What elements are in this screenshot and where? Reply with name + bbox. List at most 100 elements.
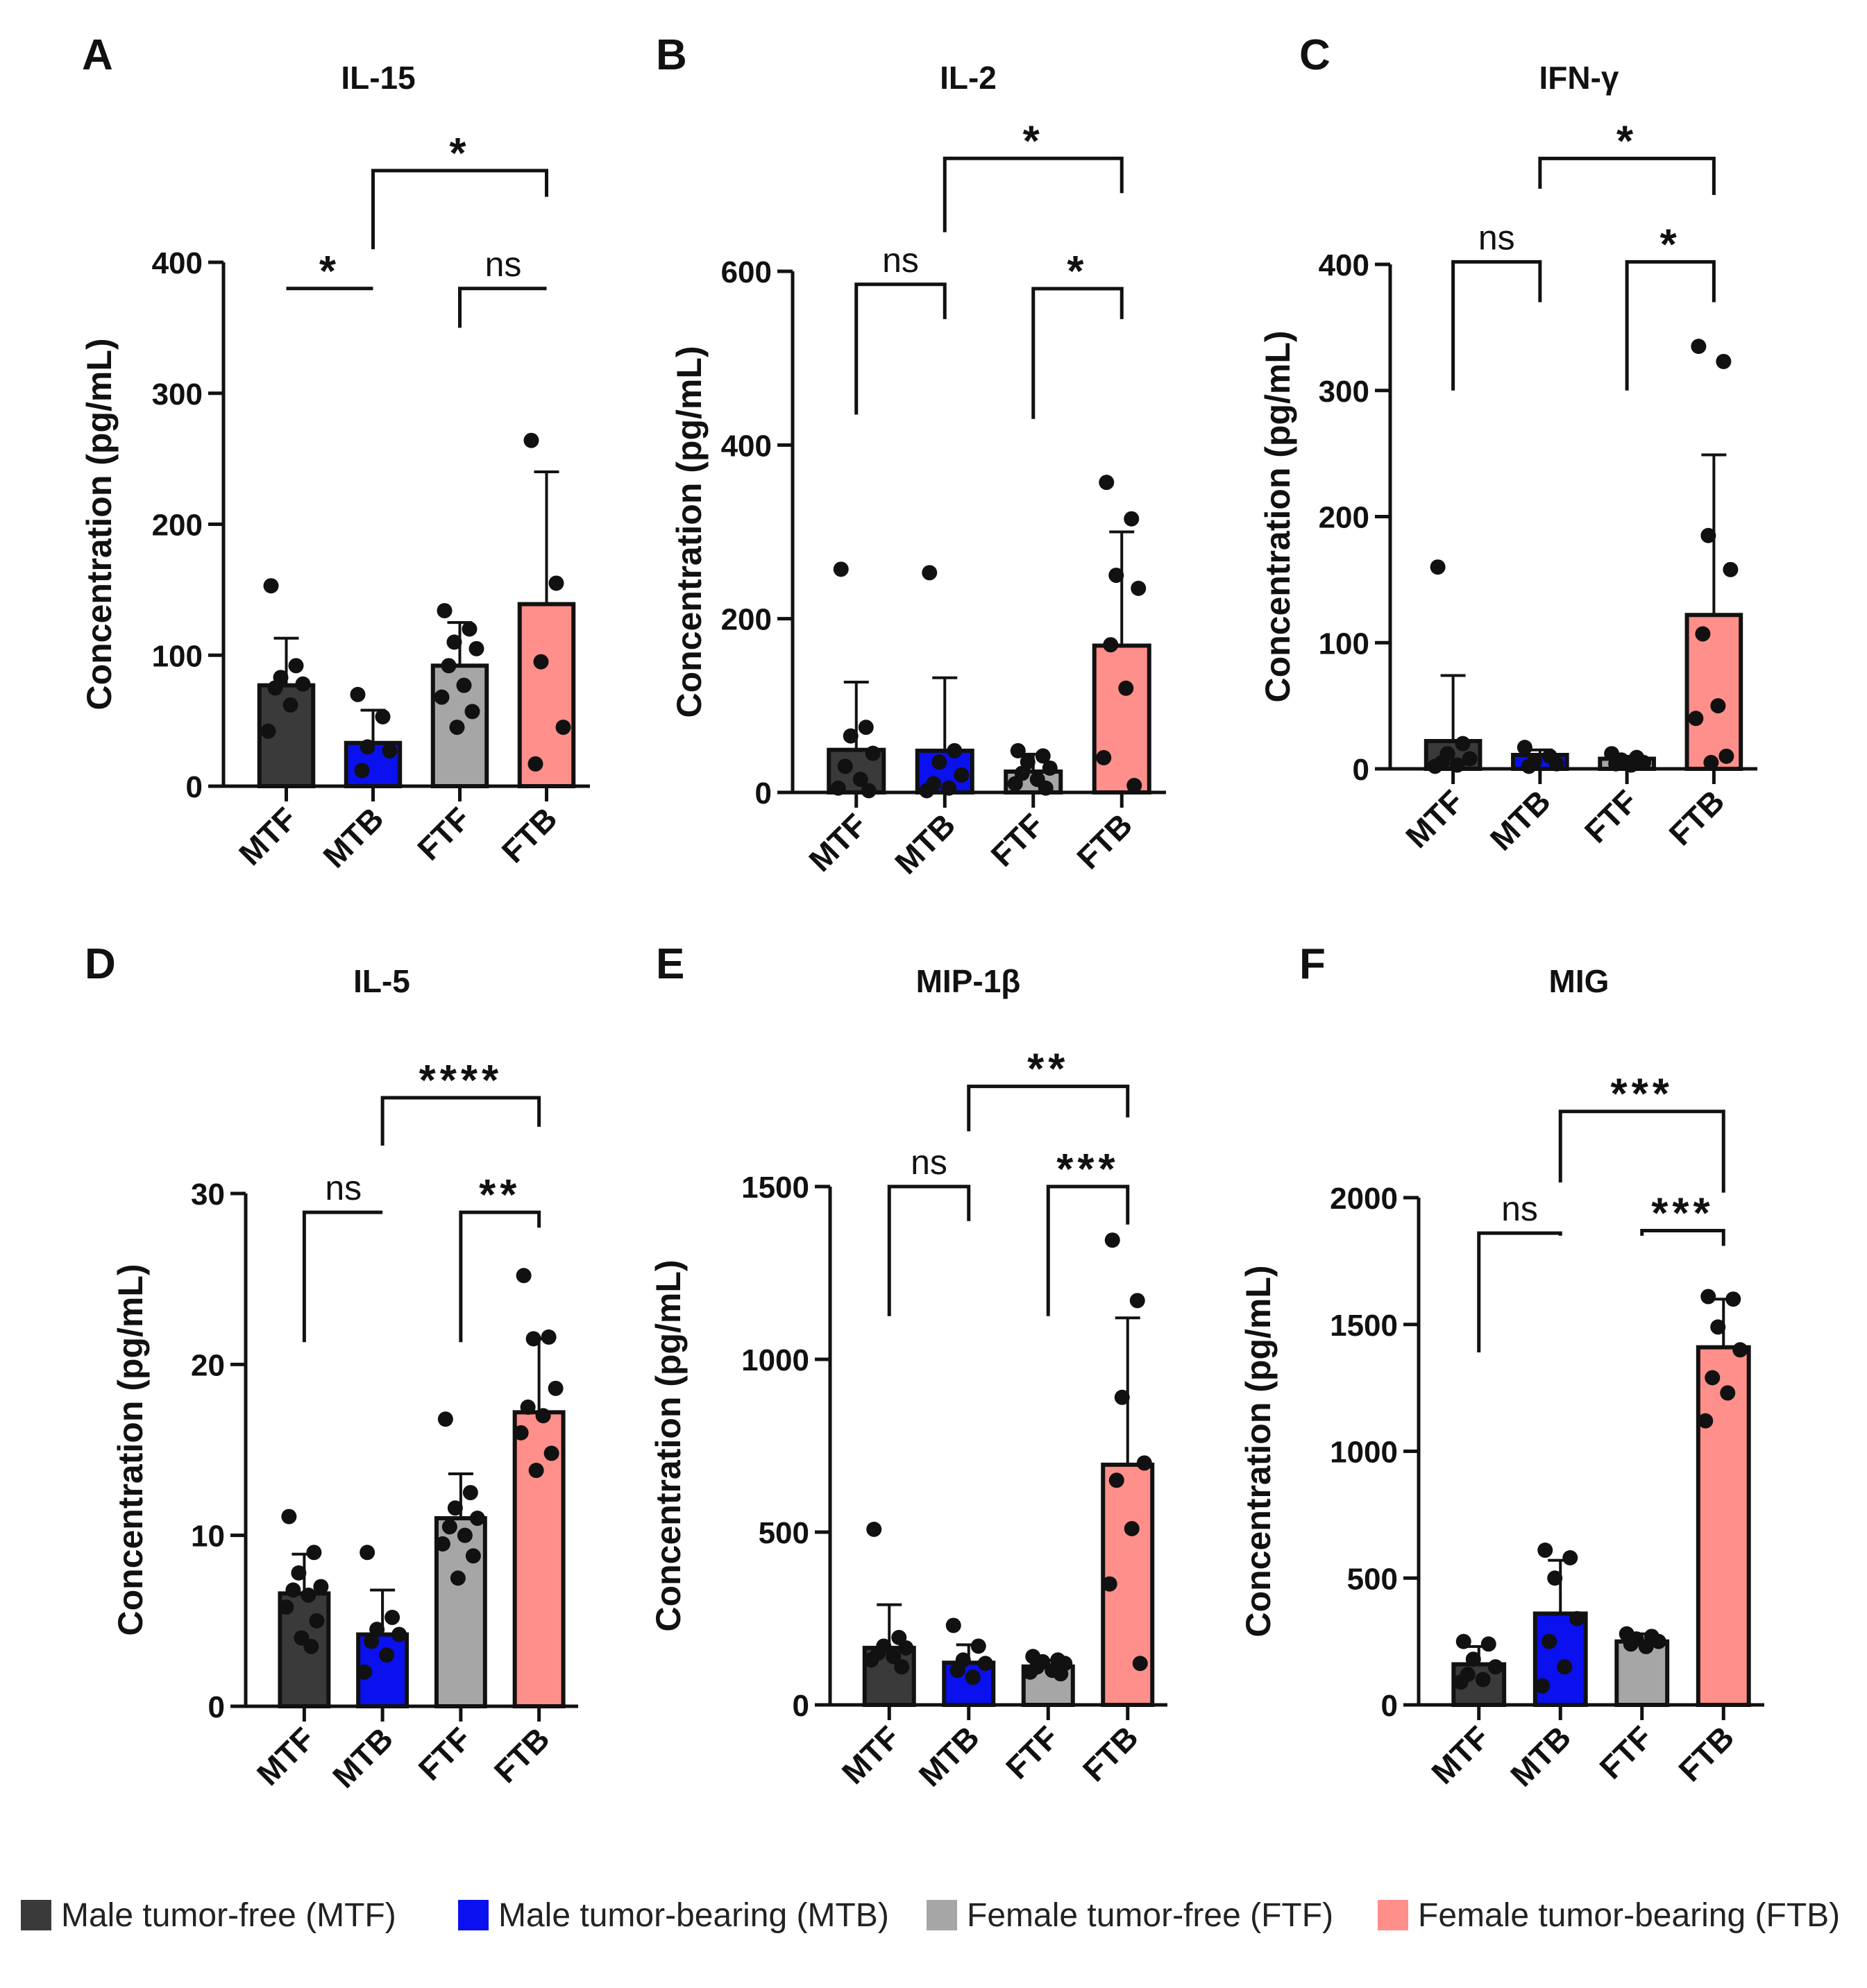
data-point-c-ftb-8 bbox=[1703, 754, 1719, 770]
figure-legend: Male tumor-free (MTF) Male tumor-bearing… bbox=[0, 1891, 1867, 1939]
y-axis-label-e: Concentration (pg/mL) bbox=[649, 1259, 688, 1631]
data-point-b-mtb-2 bbox=[931, 754, 947, 770]
significance-label-e-0: ns bbox=[911, 1143, 947, 1182]
data-point-f-ftb-4 bbox=[1705, 1370, 1721, 1386]
y-axis-label-c: Concentration (pg/mL) bbox=[1258, 330, 1297, 702]
data-point-d-mtb-3 bbox=[391, 1626, 407, 1642]
data-point-a-ftf-0 bbox=[437, 603, 453, 619]
bar-c-ftb bbox=[1684, 613, 1743, 772]
data-point-c-mtb-3 bbox=[1548, 756, 1564, 772]
data-point-b-ftb-4 bbox=[1103, 637, 1119, 653]
x-tick-label-f-ftb: FTB bbox=[1671, 1719, 1741, 1788]
data-point-b-ftb-7 bbox=[1126, 777, 1142, 793]
data-point-a-mtf-0 bbox=[263, 578, 279, 594]
data-point-f-mtb-2 bbox=[1547, 1570, 1563, 1586]
data-point-d-ftb-7 bbox=[543, 1445, 559, 1461]
y-tick-label-e-1: 500 bbox=[759, 1516, 809, 1550]
data-point-e-ftb-7 bbox=[1132, 1656, 1148, 1672]
x-tick-label-e-ftf: FTF bbox=[999, 1719, 1065, 1785]
significance-bracket-f-0 bbox=[1477, 1231, 1562, 1352]
data-point-e-mtf-0 bbox=[866, 1522, 882, 1538]
data-point-d-mtf-5 bbox=[301, 1587, 316, 1603]
data-point-a-ftf-1 bbox=[462, 621, 478, 637]
x-tick-label-c-ftf: FTF bbox=[1578, 783, 1644, 849]
data-point-e-ftb-6 bbox=[1101, 1576, 1117, 1592]
data-point-b-mtf-6 bbox=[830, 780, 846, 796]
y-tick-label-d-0: 0 bbox=[208, 1690, 225, 1724]
x-tick-label-d-ftb: FTB bbox=[487, 1720, 557, 1790]
legend-swatch-ftf bbox=[927, 1900, 957, 1930]
data-point-c-mtf-1 bbox=[1455, 736, 1471, 751]
significance-label-f-1: *** bbox=[1651, 1190, 1714, 1238]
chart-title-e: MIP-1β bbox=[916, 963, 1021, 999]
legend-item-mtb: Male tumor-bearing (MTB) bbox=[458, 1891, 889, 1939]
data-point-d-mtb-1 bbox=[385, 1609, 400, 1625]
data-point-d-ftf-8 bbox=[450, 1570, 466, 1586]
data-point-a-mtf-1 bbox=[288, 658, 304, 674]
data-point-d-ftf-7 bbox=[465, 1548, 481, 1564]
data-point-f-ftb-2 bbox=[1710, 1319, 1726, 1335]
y-tick-label-a-1: 100 bbox=[152, 639, 203, 673]
x-tick-label-d-mtf: MTF bbox=[250, 1720, 322, 1792]
data-point-f-mtb-6 bbox=[1535, 1678, 1551, 1694]
chart-title-a: IL-15 bbox=[341, 60, 415, 96]
data-point-f-ftb-3 bbox=[1732, 1342, 1748, 1358]
data-point-d-ftf-4 bbox=[441, 1519, 457, 1535]
data-point-d-mtb-0 bbox=[360, 1545, 375, 1561]
data-point-d-ftf-1 bbox=[462, 1485, 478, 1501]
significance-bracket-e-0 bbox=[887, 1184, 971, 1316]
data-point-d-mtb-5 bbox=[379, 1647, 395, 1663]
data-point-f-ftb-0 bbox=[1700, 1289, 1716, 1305]
y-axis-label-f: Concentration (pg/mL) bbox=[1239, 1265, 1278, 1637]
y-axis-label-b: Concentration (pg/mL) bbox=[670, 346, 709, 717]
y-tick-label-c-2: 200 bbox=[1319, 501, 1369, 535]
data-point-d-ftf-6 bbox=[434, 1536, 450, 1552]
data-point-d-ftb-8 bbox=[528, 1463, 544, 1479]
data-point-f-mtb-1 bbox=[1562, 1550, 1578, 1566]
data-point-e-mtf-7 bbox=[894, 1659, 910, 1675]
x-tick-label-d-ftf: FTF bbox=[412, 1720, 478, 1787]
y-tick-label-b-1: 200 bbox=[721, 603, 772, 637]
data-point-f-mtb-0 bbox=[1537, 1543, 1553, 1558]
data-point-f-mtf-1 bbox=[1480, 1636, 1496, 1652]
data-point-c-ftb-1 bbox=[1716, 353, 1732, 369]
data-point-f-mtf-5 bbox=[1475, 1672, 1491, 1688]
panel-letter-a: A bbox=[82, 31, 113, 79]
data-point-d-ftb-4 bbox=[520, 1399, 536, 1415]
x-tick-label-b-ftf: FTF bbox=[983, 806, 1050, 873]
significance-label-c-1: * bbox=[1660, 221, 1681, 269]
x-tick-label-e-mtf: MTF bbox=[835, 1719, 907, 1791]
x-tick-label-f-mtb: MTB bbox=[1503, 1719, 1578, 1793]
significance-bracket-e-2 bbox=[967, 1085, 1130, 1132]
data-point-d-mtf-0 bbox=[281, 1509, 297, 1524]
y-tick-label-c-0: 0 bbox=[1353, 753, 1369, 787]
legend-swatch-mtb bbox=[458, 1900, 489, 1930]
data-point-b-mtf-3 bbox=[865, 745, 881, 761]
y-tick-label-b-3: 600 bbox=[721, 255, 772, 289]
legend-swatch-mtf bbox=[21, 1900, 51, 1930]
y-tick-label-f-1: 500 bbox=[1347, 1562, 1398, 1596]
data-point-b-mtb-6 bbox=[919, 783, 935, 799]
data-point-e-ftb-2 bbox=[1114, 1389, 1130, 1405]
y-tick-label-c-4: 400 bbox=[1319, 248, 1369, 282]
y-tick-label-f-3: 1500 bbox=[1330, 1309, 1398, 1343]
x-tick-label-b-mtb: MTB bbox=[888, 806, 962, 881]
chart-panel-f: F MIG Concentration (pg/mL) 0 500 1000 1500 200… bbox=[1239, 940, 1764, 1794]
legend-label-ftf: Female tumor-free (FTF) bbox=[967, 1896, 1334, 1934]
x-tick-label-f-ftf: FTF bbox=[1592, 1719, 1659, 1785]
data-point-e-ftb-5 bbox=[1124, 1521, 1140, 1537]
data-point-a-ftb-3 bbox=[555, 720, 571, 736]
legend-item-ftb: Female tumor-bearing (FTB) bbox=[1378, 1891, 1840, 1939]
y-axis-label-a: Concentration (pg/mL) bbox=[80, 338, 119, 710]
significance-bracket-e-1 bbox=[1046, 1184, 1130, 1316]
significance-bracket-d-1 bbox=[459, 1210, 541, 1343]
significance-label-e-1: *** bbox=[1056, 1146, 1119, 1193]
data-point-b-mtb-0 bbox=[922, 565, 938, 581]
data-point-b-mtf-4 bbox=[837, 758, 853, 774]
data-point-b-ftf-7 bbox=[1038, 780, 1054, 796]
x-tick-label-b-ftb: FTB bbox=[1070, 806, 1139, 876]
data-point-f-mtf-6 bbox=[1453, 1674, 1469, 1690]
chart-panel-e: E MIP-1β Concentration (pg/mL) 0 500 1000 1500… bbox=[649, 940, 1167, 1794]
